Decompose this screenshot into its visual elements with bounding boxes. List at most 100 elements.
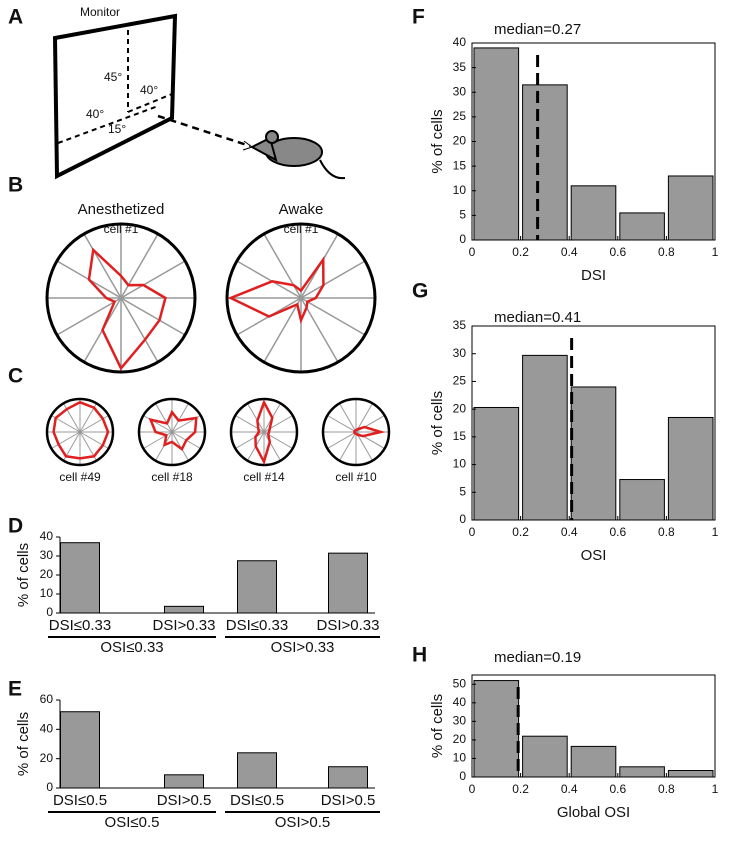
histogram-bar — [522, 84, 568, 241]
polar-frame — [229, 397, 299, 467]
histogram-bar — [473, 406, 520, 521]
histogram-bar — [619, 766, 665, 778]
y-tick-label: 10 — [40, 586, 54, 600]
polar-frame — [225, 222, 377, 374]
polar-frame — [45, 397, 115, 467]
polar-frame — [45, 222, 197, 374]
x-tick-label: 0.4 — [561, 782, 578, 796]
y-tick-label: 20 — [453, 401, 467, 415]
diagram-label: Monitor — [80, 5, 120, 19]
x-axis-label: Global OSI — [557, 804, 630, 821]
tuning-curve — [52, 400, 110, 460]
y-tick-label: 10 — [453, 751, 467, 765]
y-tick-label: 40 — [40, 529, 54, 543]
y-tick-label: 15 — [453, 429, 467, 443]
x-tick-label: 0.6 — [609, 245, 626, 259]
x-tick-label: 0.2 — [512, 525, 529, 539]
x-tick-label: 0.8 — [658, 782, 675, 796]
x-tick-label: 0.4 — [561, 525, 578, 539]
bar — [60, 711, 100, 789]
y-tick-label: 40 — [453, 35, 467, 49]
bar — [237, 752, 277, 789]
y-tick-label: 20 — [40, 751, 54, 765]
tuning-curve — [227, 255, 325, 325]
group-label: OSI>0.5 — [275, 814, 330, 831]
y-tick-label: 40 — [453, 695, 467, 709]
x-tick-label: 1 — [712, 525, 719, 539]
histogram-bar — [522, 354, 568, 521]
x-tick-label: 0.2 — [512, 245, 529, 259]
histogram-bar — [570, 745, 617, 778]
monitor — [52, 13, 178, 180]
polar-title: cell #14 — [243, 470, 285, 484]
y-tick-label: 20 — [453, 732, 467, 746]
diagram-label: 40° — [86, 107, 104, 121]
y-axis-label: % of cells — [15, 712, 32, 776]
y-tick-label: 0 — [46, 605, 53, 619]
histogram-bar — [667, 175, 714, 241]
panel-letter: C — [8, 365, 23, 388]
panel-letter: F — [412, 6, 425, 29]
x-tick-label: 0 — [469, 525, 476, 539]
x-tick-label: 0.4 — [561, 245, 578, 259]
histogram-bar — [667, 416, 714, 521]
histogram-bar — [667, 770, 714, 778]
y-tick-label: 35 — [453, 318, 467, 332]
x-tick-label: DSI>0.5 — [157, 792, 212, 809]
x-tick-label: DSI≤0.5 — [53, 792, 107, 809]
tuning-curve — [254, 399, 274, 465]
spoke — [235, 415, 293, 449]
tuning-curve — [87, 247, 167, 371]
y-tick-label: 15 — [453, 158, 467, 172]
horizontal-guide — [127, 93, 173, 113]
x-tick-label: 0.8 — [658, 525, 675, 539]
histogram-bar — [619, 212, 665, 241]
y-tick-label: 30 — [40, 548, 54, 562]
y-tick-label: 25 — [453, 109, 467, 123]
y-tick-label: 30 — [453, 84, 467, 98]
y-tick-label: 10 — [453, 183, 467, 197]
y-tick-label: 20 — [40, 567, 54, 581]
x-tick-label: DSI≤0.33 — [226, 617, 288, 634]
histogram-bar — [473, 680, 520, 778]
x-tick-label: DSI≤0.5 — [230, 792, 284, 809]
y-tick-label: 0 — [46, 780, 53, 794]
monitor-diagram: Monitor 45° 40° 40° 15° — [52, 5, 346, 180]
polar-subtitle: cell #1 — [284, 222, 319, 236]
y-tick-label: 50 — [453, 676, 467, 690]
polar-subtitle: cell #1 — [104, 222, 139, 236]
panel-letter: A — [8, 6, 23, 29]
diagram-label: 45° — [104, 70, 122, 84]
y-axis-label: % of cells — [429, 391, 446, 455]
polar-title: cell #49 — [59, 470, 101, 484]
x-tick-label: 0.6 — [609, 782, 626, 796]
histogram-bar — [473, 47, 520, 241]
median-annotation: median=0.27 — [494, 21, 581, 38]
group-label: OSI≤0.33 — [100, 639, 163, 656]
panel-letter: E — [8, 678, 22, 701]
bar — [328, 552, 368, 614]
y-tick-label: 20 — [453, 134, 467, 148]
bar — [328, 766, 368, 789]
histogram-bar — [570, 185, 617, 241]
y-axis-label: % of cells — [429, 694, 446, 758]
diagram-label: 15° — [108, 122, 126, 136]
x-tick-label: DSI>0.33 — [317, 617, 380, 634]
y-tick-label: 60 — [40, 692, 54, 706]
polar-title: Anesthetized — [78, 201, 165, 218]
bar — [164, 774, 204, 789]
y-tick-label: 5 — [459, 484, 466, 498]
x-tick-label: 1 — [712, 782, 719, 796]
x-tick-label: DSI>0.33 — [153, 617, 216, 634]
group-label: OSI≤0.5 — [105, 814, 160, 831]
spoke — [51, 415, 109, 449]
bar — [164, 605, 204, 614]
x-axis-label: OSI — [581, 547, 607, 564]
axes-frame — [471, 674, 716, 778]
median-annotation: median=0.19 — [494, 649, 581, 666]
spoke — [327, 415, 385, 449]
panel-letter: B — [8, 174, 23, 197]
x-tick-label: 1 — [712, 245, 719, 259]
polar-frame — [321, 397, 391, 467]
y-tick-label: 0 — [459, 512, 466, 526]
